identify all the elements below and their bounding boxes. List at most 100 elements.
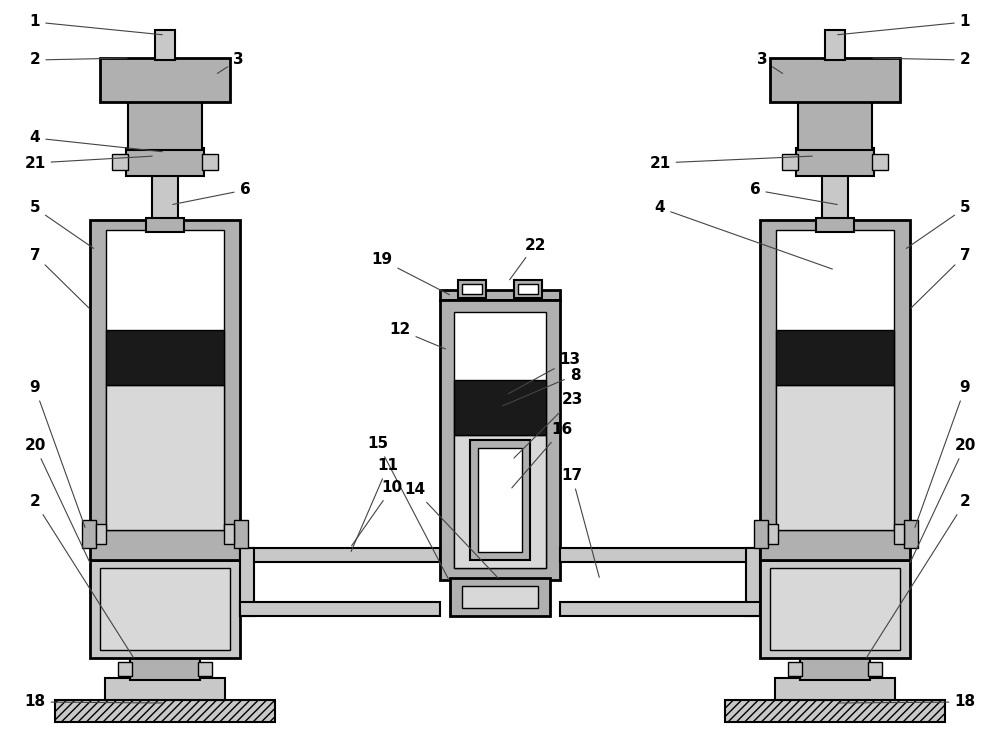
Bar bbox=[450, 578, 550, 616]
Bar bbox=[760, 560, 910, 658]
Bar bbox=[106, 330, 224, 385]
Text: 8: 8 bbox=[503, 368, 580, 406]
Text: 19: 19 bbox=[371, 252, 450, 294]
Text: 3: 3 bbox=[217, 52, 243, 73]
Bar bbox=[105, 678, 225, 700]
Text: 3: 3 bbox=[757, 52, 783, 73]
Text: 21: 21 bbox=[649, 156, 812, 171]
Bar bbox=[776, 230, 894, 530]
Bar bbox=[458, 280, 486, 298]
Text: 7: 7 bbox=[30, 247, 89, 308]
Text: 4: 4 bbox=[655, 201, 832, 269]
Text: 9: 9 bbox=[915, 380, 970, 527]
Bar bbox=[90, 220, 240, 560]
Bar bbox=[800, 658, 870, 680]
Text: 10: 10 bbox=[352, 481, 403, 546]
Bar bbox=[822, 172, 848, 224]
Bar bbox=[776, 385, 894, 530]
Bar bbox=[872, 154, 888, 170]
Bar bbox=[155, 30, 175, 60]
Bar bbox=[234, 520, 248, 548]
Text: 4: 4 bbox=[30, 130, 162, 152]
Bar bbox=[560, 602, 760, 616]
Text: 20: 20 bbox=[910, 438, 976, 562]
Text: 1: 1 bbox=[838, 14, 970, 34]
Bar bbox=[454, 312, 546, 568]
Bar bbox=[126, 148, 204, 176]
Bar bbox=[782, 154, 798, 170]
Bar bbox=[240, 548, 440, 562]
Text: 15: 15 bbox=[367, 437, 449, 580]
Bar bbox=[760, 220, 910, 560]
Bar bbox=[100, 568, 230, 650]
Bar bbox=[130, 658, 200, 680]
Text: 16: 16 bbox=[512, 422, 573, 488]
Bar bbox=[202, 154, 218, 170]
Bar bbox=[788, 662, 802, 676]
Bar bbox=[128, 100, 202, 150]
Bar bbox=[754, 520, 768, 548]
Bar bbox=[90, 560, 240, 658]
Bar bbox=[775, 678, 895, 700]
Text: 5: 5 bbox=[30, 201, 94, 249]
Text: 6: 6 bbox=[750, 183, 837, 204]
Text: 21: 21 bbox=[24, 156, 152, 171]
Text: 13: 13 bbox=[508, 353, 581, 394]
Bar bbox=[770, 568, 900, 650]
Bar bbox=[118, 662, 132, 676]
Bar bbox=[106, 385, 224, 530]
Bar bbox=[462, 586, 538, 608]
Bar bbox=[440, 300, 560, 580]
Text: 5: 5 bbox=[906, 201, 970, 249]
Bar bbox=[152, 172, 178, 224]
Text: 6: 6 bbox=[173, 183, 250, 204]
Text: 18: 18 bbox=[24, 694, 162, 709]
Bar bbox=[440, 290, 560, 300]
Bar bbox=[768, 524, 778, 544]
Bar bbox=[112, 154, 128, 170]
Text: 23: 23 bbox=[514, 392, 583, 458]
Bar bbox=[868, 662, 882, 676]
Bar bbox=[82, 520, 96, 548]
Bar bbox=[100, 58, 230, 102]
Bar bbox=[816, 218, 854, 232]
Bar bbox=[798, 100, 872, 150]
Bar bbox=[240, 548, 254, 616]
Bar bbox=[776, 330, 894, 385]
Text: 9: 9 bbox=[30, 380, 85, 527]
Text: 7: 7 bbox=[911, 247, 970, 308]
Bar bbox=[454, 380, 546, 435]
Text: 2: 2 bbox=[30, 494, 134, 658]
Bar bbox=[240, 602, 440, 616]
Bar bbox=[904, 520, 918, 548]
Bar bbox=[478, 448, 522, 552]
Text: 18: 18 bbox=[838, 694, 976, 709]
Text: 1: 1 bbox=[30, 14, 162, 34]
Text: 20: 20 bbox=[24, 438, 90, 562]
Bar bbox=[725, 700, 945, 722]
Bar bbox=[825, 30, 845, 60]
Text: 2: 2 bbox=[873, 52, 970, 67]
Text: 11: 11 bbox=[351, 458, 398, 551]
Bar bbox=[224, 524, 234, 544]
Bar bbox=[55, 700, 275, 722]
Bar bbox=[454, 435, 546, 568]
Text: 22: 22 bbox=[510, 237, 546, 280]
Bar bbox=[514, 280, 542, 298]
Bar bbox=[770, 58, 900, 102]
Text: 12: 12 bbox=[389, 323, 445, 349]
Bar bbox=[746, 548, 760, 616]
Text: 2: 2 bbox=[30, 52, 127, 67]
Bar bbox=[796, 148, 874, 176]
Bar bbox=[470, 440, 530, 560]
Bar bbox=[146, 218, 184, 232]
Bar bbox=[518, 284, 538, 294]
Bar bbox=[106, 230, 224, 530]
Bar bbox=[894, 524, 904, 544]
Text: 14: 14 bbox=[404, 482, 498, 578]
Text: 2: 2 bbox=[866, 494, 970, 658]
Bar bbox=[198, 662, 212, 676]
Bar bbox=[96, 524, 106, 544]
Text: 17: 17 bbox=[561, 469, 599, 577]
Bar bbox=[462, 284, 482, 294]
